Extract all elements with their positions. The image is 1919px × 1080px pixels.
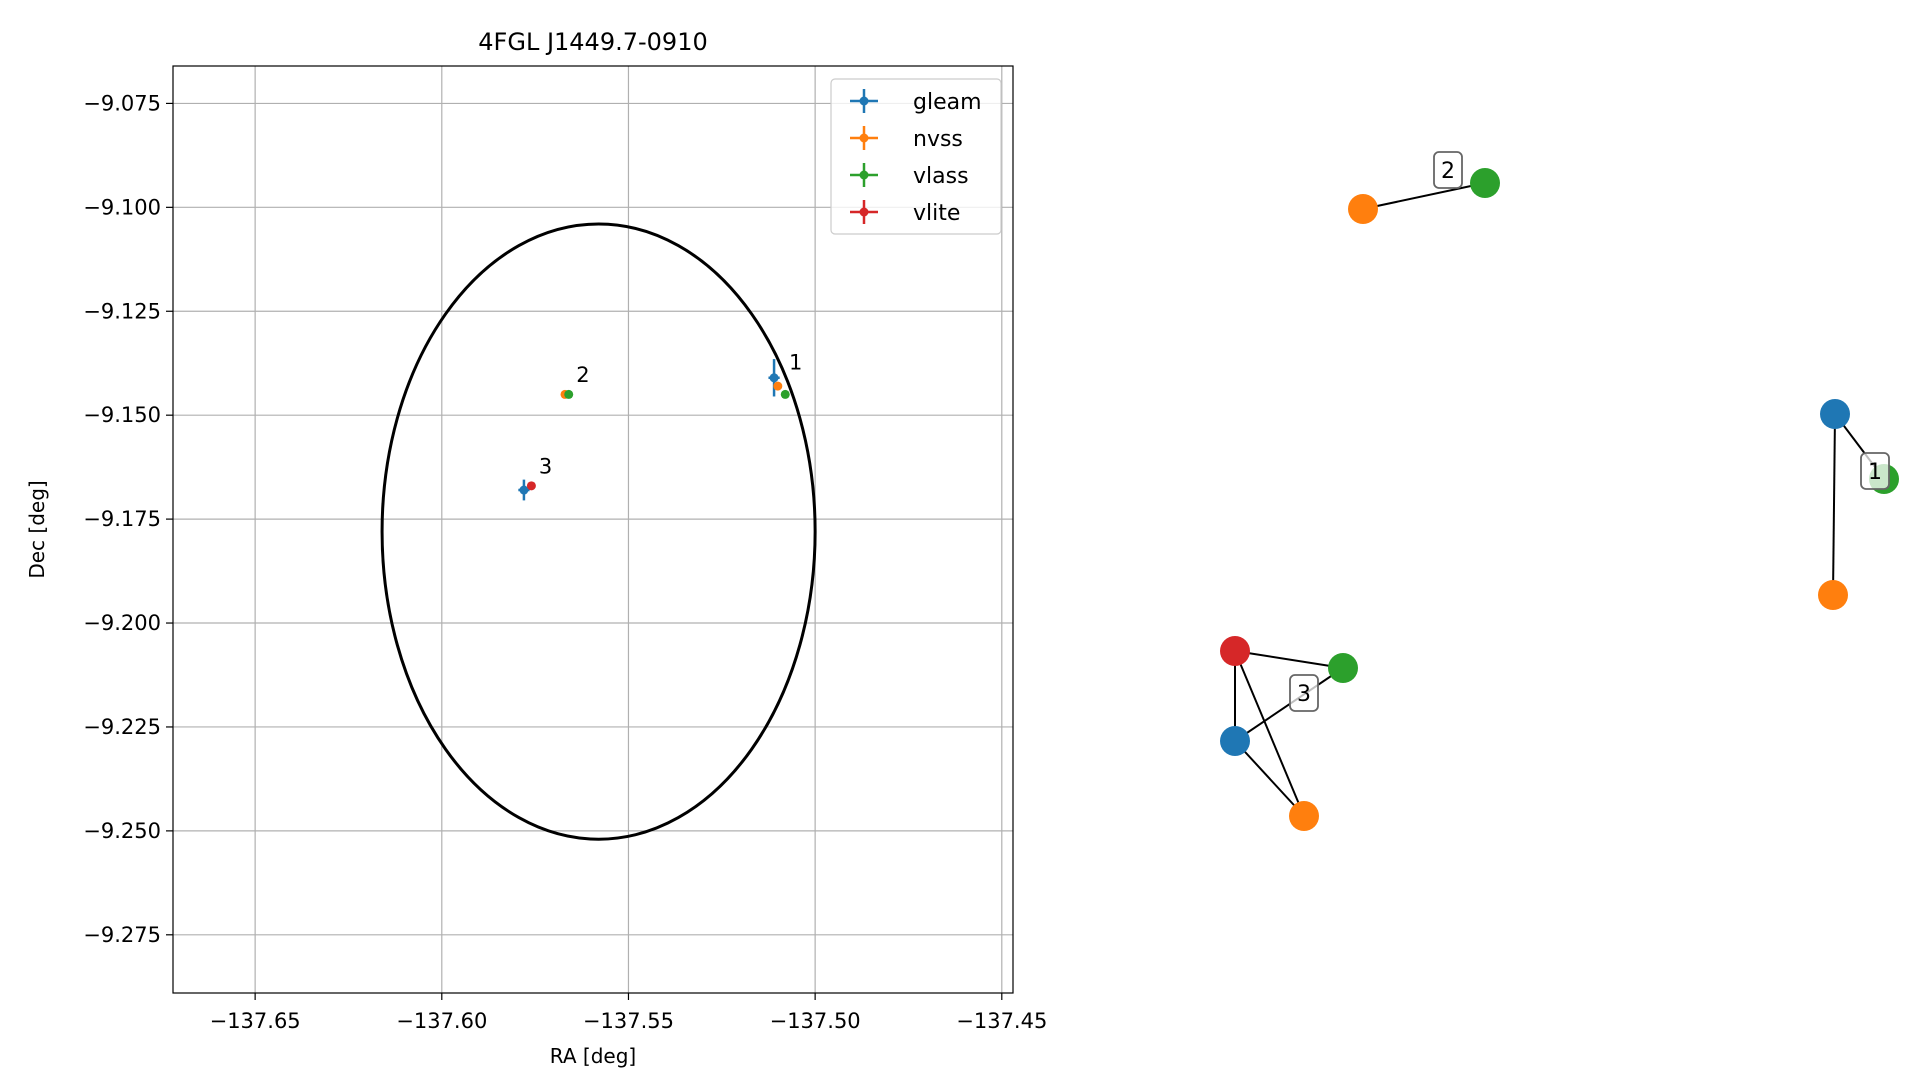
gleam-point <box>518 479 530 501</box>
svg-text:3: 3 <box>1297 682 1311 707</box>
y-tick-label: −9.275 <box>83 923 161 947</box>
legend: gleam nvss vlass vlite <box>830 78 1002 235</box>
graph-edges <box>1234 182 1885 817</box>
y-tick-label: −9.175 <box>83 507 161 531</box>
graph-edge <box>1362 182 1486 210</box>
cluster-label: 2 <box>1433 151 1463 189</box>
vlass-point <box>780 389 790 399</box>
graph-node <box>1220 726 1250 756</box>
grid <box>173 66 1013 993</box>
cluster-label: 1 <box>1860 452 1890 490</box>
y-tick-label: −9.150 <box>83 403 161 427</box>
y-tick-label: −9.225 <box>83 715 161 739</box>
x-tick-label: −137.55 <box>583 1009 674 1033</box>
legend-label: vlass <box>913 164 969 189</box>
graph-node <box>1820 399 1850 429</box>
graph-cluster-labels: 1 2 3 <box>1289 151 1890 712</box>
x-tick-label: −137.60 <box>396 1009 487 1033</box>
data-points <box>518 359 790 501</box>
y-tick-label: −9.100 <box>83 195 161 219</box>
graph-edge <box>1832 413 1836 596</box>
graph-edge <box>1234 650 1344 669</box>
cluster-label: 3 <box>1289 674 1319 712</box>
y-tick-label: −9.125 <box>83 299 161 323</box>
x-tick-label: −137.65 <box>210 1009 301 1033</box>
svg-text:1: 1 <box>1868 460 1882 485</box>
graph-edge <box>1234 650 1305 817</box>
y-tick-label: −9.250 <box>83 819 161 843</box>
annotations: 1 2 3 <box>539 350 803 478</box>
graph-edge <box>1234 740 1305 817</box>
legend-box <box>830 78 1002 235</box>
legend-entry-nvss: nvss <box>850 126 963 152</box>
legend-label: nvss <box>913 127 963 152</box>
graph-edge <box>1234 667 1344 742</box>
error-ellipse-path <box>380 222 817 841</box>
y-tick-label: −9.075 <box>83 91 161 115</box>
graph-node <box>1328 653 1358 683</box>
svg-text:2: 2 <box>1441 159 1455 184</box>
gleam-point <box>768 359 780 397</box>
x-axis-label: RA [deg] <box>550 1044 636 1068</box>
source-annotation: 1 <box>789 350 802 374</box>
nvss-point <box>773 381 783 391</box>
legend-label: vlite <box>913 201 960 226</box>
graph-node <box>1220 636 1250 666</box>
graph-node <box>1818 580 1848 610</box>
graph-nodes <box>1220 168 1899 831</box>
error-ellipse <box>380 222 817 841</box>
legend-entry-vlite: vlite <box>850 200 960 226</box>
sky-position-chart: 123 −137.65 −137.60 −137.55 −137.50 −137.45 … <box>25 28 1047 1068</box>
legend-entry-gleam: gleam <box>850 89 982 115</box>
x-axis-ticks: −137.65 −137.60 −137.55 −137.50 −137.45 <box>210 993 1047 1033</box>
vlite-point <box>526 481 536 491</box>
x-tick-label: −137.45 <box>956 1009 1047 1033</box>
graph-node <box>1289 801 1319 831</box>
chart-title: 4FGL J1449.7-0910 <box>478 28 707 56</box>
y-tick-label: −9.200 <box>83 611 161 635</box>
source-annotation: 2 <box>576 363 589 387</box>
axes-frame <box>172 65 1014 994</box>
y-axis-label: Dec [deg] <box>25 480 49 578</box>
legend-label: gleam <box>913 90 982 115</box>
association-graph: 1 2 3 <box>1220 151 1899 831</box>
y-axis-ticks: −9.075 −9.100 −9.125 −9.150 −9.175 −9.200 −9.2… <box>83 91 173 947</box>
graph-node <box>1348 194 1378 224</box>
x-tick-label: −137.50 <box>770 1009 861 1033</box>
vlass-point <box>564 389 574 399</box>
graph-node <box>1470 168 1500 198</box>
source-annotation: 3 <box>539 454 552 478</box>
legend-entry-vlass: vlass <box>850 163 969 189</box>
